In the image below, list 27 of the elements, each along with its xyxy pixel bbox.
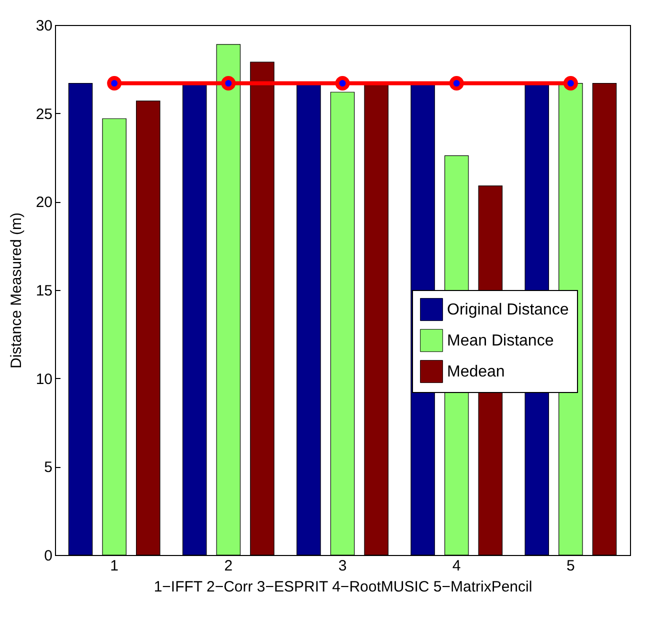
legend-label: Original Distance (447, 302, 569, 318)
legend-label: Medean (447, 364, 505, 380)
bar (364, 83, 388, 556)
y-tick-label: 5 (44, 459, 52, 476)
bar (592, 83, 617, 556)
x-tick-label: 5 (566, 558, 575, 574)
y-tick-label: 15 (36, 282, 52, 300)
x-tick-label: 2 (224, 558, 233, 574)
bar (330, 92, 355, 556)
x-tick-label: 4 (452, 558, 461, 574)
y-axis-title: Distance Measured (m) (8, 212, 25, 368)
x-axis-title: 1−IFFT 2−Corr 3−ESPRIT 4−RootMUSIC 5−MatrixPencil (154, 578, 532, 596)
bar (296, 83, 321, 556)
y-tick-label: 10 (36, 370, 52, 388)
legend-label: Mean Distance (447, 332, 554, 350)
bar (182, 83, 207, 556)
x-tick-label: 3 (338, 558, 347, 574)
bar (136, 100, 160, 556)
bar (216, 44, 241, 556)
x-tick-label: 1 (110, 558, 118, 574)
bar (250, 62, 274, 556)
y-tick-label: 25 (36, 106, 52, 123)
bar (102, 118, 126, 556)
bar (68, 83, 93, 556)
y-tick-label: 20 (36, 194, 52, 212)
y-tick-label: 0 (44, 548, 52, 564)
y-tick-label: 30 (36, 18, 52, 34)
